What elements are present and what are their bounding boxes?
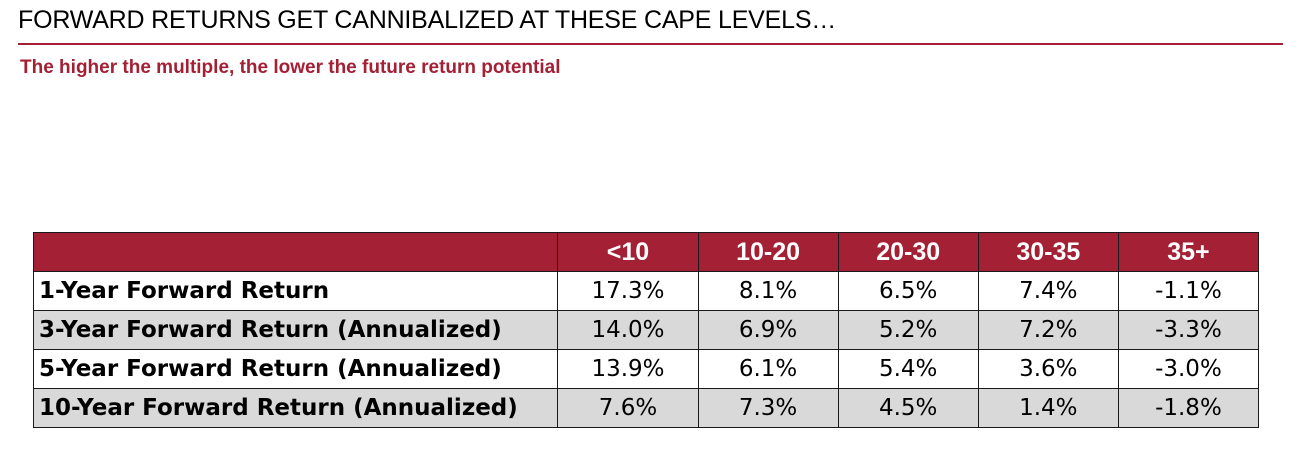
value-cell: 1.4% [977, 388, 1119, 428]
value-cell: 7.4% [977, 271, 1119, 311]
value-cell: 6.1% [697, 349, 839, 389]
header-cell-cape-35-plus: 35+ [1117, 232, 1260, 272]
value-cell: 7.3% [697, 388, 839, 428]
table-header-row: <10 10-20 20-30 30-35 35+ [32, 232, 1260, 272]
value-cell: -3.0% [1117, 349, 1260, 389]
table-row: 1-Year Forward Return 17.3% 8.1% 6.5% 7.… [32, 271, 1260, 311]
table-row: 5-Year Forward Return (Annualized) 13.9%… [32, 349, 1260, 389]
row-label: 5-Year Forward Return (Annualized) [32, 349, 559, 389]
value-cell: 3.6% [977, 349, 1119, 389]
page-title: FORWARD RETURNS GET CANNIBALIZED AT THES… [18, 6, 837, 34]
row-label: 10-Year Forward Return (Annualized) [32, 388, 559, 428]
table-row: 10-Year Forward Return (Annualized) 7.6%… [32, 388, 1260, 428]
value-cell: 5.4% [837, 349, 979, 389]
value-cell: 7.6% [557, 388, 699, 428]
header-cell-cape-30-35: 30-35 [977, 232, 1119, 272]
value-cell: -3.3% [1117, 310, 1260, 350]
value-cell: 13.9% [557, 349, 699, 389]
page-subtitle: The higher the multiple, the lower the f… [20, 57, 561, 78]
value-cell: 4.5% [837, 388, 979, 428]
value-cell: 14.0% [557, 310, 699, 350]
forward-returns-table: <10 10-20 20-30 30-35 35+ 1-Year Forward… [32, 232, 1260, 428]
value-cell: 8.1% [697, 271, 839, 311]
header-cell-cape-10-20: 10-20 [697, 232, 839, 272]
value-cell: 5.2% [837, 310, 979, 350]
row-label: 1-Year Forward Return [32, 271, 559, 311]
value-cell: 6.5% [837, 271, 979, 311]
header-cell-row-label [32, 232, 559, 272]
row-label: 3-Year Forward Return (Annualized) [32, 310, 559, 350]
value-cell: 6.9% [697, 310, 839, 350]
header-cell-cape-20-30: 20-30 [837, 232, 979, 272]
value-cell: -1.1% [1117, 271, 1260, 311]
value-cell: 17.3% [557, 271, 699, 311]
value-cell: 7.2% [977, 310, 1119, 350]
table-row: 3-Year Forward Return (Annualized) 14.0%… [32, 310, 1260, 350]
header-cell-cape-under-10: <10 [557, 232, 699, 272]
value-cell: -1.8% [1117, 388, 1260, 428]
title-divider [18, 43, 1283, 45]
